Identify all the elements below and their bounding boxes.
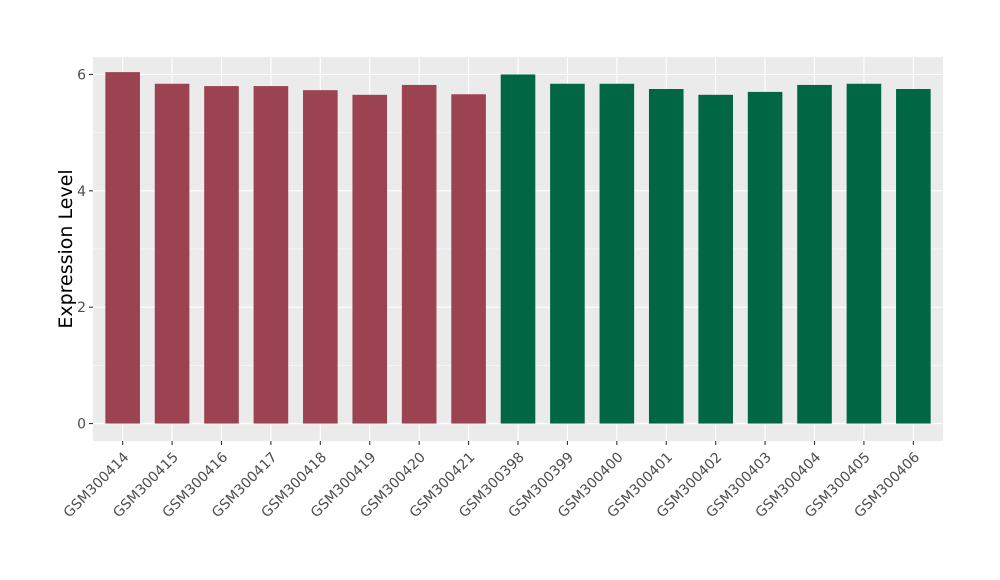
bar-GSM300406 <box>896 89 931 424</box>
y-tick-label: 6 <box>77 67 86 83</box>
bar-GSM300398 <box>500 74 536 424</box>
bar-GSM300417 <box>253 86 289 424</box>
bar-GSM300404 <box>797 84 832 424</box>
bar-GSM300414 <box>105 72 140 424</box>
y-axis: 0 2 4 6 <box>77 67 93 433</box>
bar-GSM300402 <box>698 94 733 424</box>
bar-GSM300403 <box>747 91 783 424</box>
bar-GSM300416 <box>204 86 239 424</box>
bars <box>105 72 931 424</box>
y-tick-label: 2 <box>77 300 86 316</box>
bar-GSM300401 <box>648 89 684 424</box>
y-tick-label: 4 <box>77 184 86 200</box>
bar-GSM300420 <box>401 84 437 424</box>
y-tick-label: 0 <box>77 417 86 433</box>
x-axis: GSM300414GSM300415GSM300416GSM300417GSM3… <box>61 441 923 521</box>
bar-GSM300418 <box>303 90 338 424</box>
bar-GSM300399 <box>550 83 585 424</box>
bar-GSM300405 <box>846 83 882 424</box>
y-axis-title: Expression Level <box>55 169 77 328</box>
bar-GSM300400 <box>599 83 635 424</box>
bar-GSM300415 <box>154 83 190 424</box>
bar-GSM300419 <box>352 94 388 424</box>
bar-GSM300421 <box>451 94 486 424</box>
